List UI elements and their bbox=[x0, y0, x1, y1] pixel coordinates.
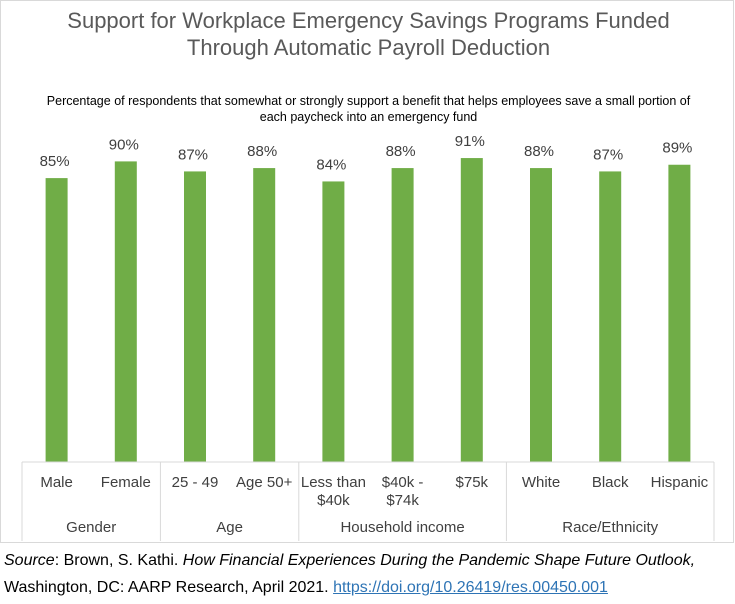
bar-4 bbox=[322, 181, 345, 462]
tick-label-9: Hispanic bbox=[651, 474, 709, 491]
group-label-2: Household income bbox=[340, 519, 464, 536]
bar-0 bbox=[45, 178, 68, 462]
bar-6 bbox=[460, 158, 483, 462]
bar-9 bbox=[668, 164, 691, 463]
tick-label-2: 25 - 49 bbox=[172, 474, 219, 491]
source-doi-link[interactable]: https://doi.org/10.26419/res.00450.001 bbox=[333, 579, 608, 596]
group-label-3: Race/Ethnicity bbox=[562, 519, 658, 536]
bar-1 bbox=[114, 161, 137, 462]
source-label: Source bbox=[4, 552, 55, 569]
bar-5 bbox=[391, 168, 414, 462]
data-label-5: 88% bbox=[386, 143, 416, 160]
tick-label-5-line2: $74k bbox=[386, 492, 419, 509]
source-author: Brown, S. Kathi. bbox=[63, 552, 183, 569]
tick-label-4: Less than bbox=[301, 474, 366, 491]
data-label-9: 89% bbox=[662, 140, 692, 157]
data-label-2: 87% bbox=[178, 146, 208, 163]
data-label-7: 88% bbox=[524, 143, 554, 160]
source-publisher: Washington, DC: AARP Research, April 202… bbox=[4, 579, 334, 596]
tick-label-1: Female bbox=[101, 474, 151, 491]
tick-label-0: Male bbox=[40, 474, 73, 491]
bar-3 bbox=[253, 168, 276, 462]
data-label-8: 87% bbox=[593, 146, 623, 163]
group-label-0: Gender bbox=[66, 519, 116, 536]
data-label-0: 85% bbox=[40, 153, 70, 170]
tick-label-4-line2: $40k bbox=[317, 492, 350, 509]
source-separator: : bbox=[54, 552, 64, 569]
source-work-title: How Financial Experiences During the Pan… bbox=[182, 552, 696, 569]
tick-label-6: $75k bbox=[456, 474, 489, 491]
data-label-3: 88% bbox=[247, 143, 277, 160]
data-label-1: 90% bbox=[109, 136, 139, 153]
chart-title: Support for Workplace Emergency Savings … bbox=[67, 8, 670, 60]
data-label-6: 91% bbox=[455, 133, 485, 150]
tick-label-5: $40k - bbox=[382, 474, 424, 491]
group-label-1: Age bbox=[216, 519, 243, 536]
chart-subtitle: Percentage of respondents that somewhat … bbox=[46, 94, 691, 124]
tick-label-7: White bbox=[522, 474, 560, 491]
bar-chart-plot: 85% 90% 87% 88% 84% 88% 91% 88% 87% 89% Male Female… bbox=[21, 133, 715, 541]
data-label-4: 84% bbox=[316, 156, 346, 173]
source-citation: Source: Brown, S. Kathi. How Financial E… bbox=[4, 547, 735, 601]
chart-frame: Support for Workplace Emergency Savings … bbox=[0, 0, 734, 543]
tick-label-8: Black bbox=[592, 474, 629, 491]
bar-2 bbox=[184, 171, 206, 463]
bar-8 bbox=[599, 171, 622, 463]
tick-label-3: Age 50+ bbox=[236, 474, 293, 491]
bar-7 bbox=[530, 168, 552, 462]
